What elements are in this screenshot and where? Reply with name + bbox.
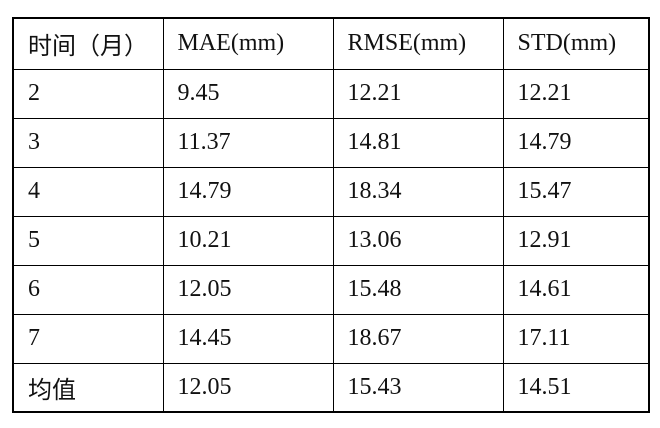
table-cell: 11.37 — [162, 117, 334, 168]
table-cell: 18.67 — [332, 313, 504, 364]
table-cell: 2 — [12, 68, 164, 119]
table-cell: 10.21 — [162, 215, 334, 266]
table-cell: 15.48 — [332, 264, 504, 315]
table-cell: 12.21 — [502, 68, 650, 119]
header-cell: MAE(mm) — [162, 17, 334, 70]
table-cell: 14.51 — [502, 362, 650, 413]
table-cell: 18.34 — [332, 166, 504, 217]
table-container: 时间（月） MAE(mm) RMSE(mm) STD(mm) 2 9.45 12.21 12.… — [12, 17, 650, 413]
table-cell: 3 — [12, 117, 164, 168]
table-row: 7 14.45 18.67 17.11 — [12, 313, 650, 364]
table-cell: 12.05 — [162, 362, 334, 413]
table-cell: 15.47 — [502, 166, 650, 217]
table-cell: 14.79 — [502, 117, 650, 168]
table-cell: 12.91 — [502, 215, 650, 266]
table-cell: 9.45 — [162, 68, 334, 119]
table-row: 2 9.45 12.21 12.21 — [12, 68, 650, 119]
table-cell: 17.11 — [502, 313, 650, 364]
data-table: 时间（月） MAE(mm) RMSE(mm) STD(mm) 2 9.45 12.21 12.… — [12, 17, 650, 413]
header-cell: 时间（月） — [12, 17, 164, 70]
table-cell: 7 — [12, 313, 164, 364]
table-cell: 6 — [12, 264, 164, 315]
table-cell: 15.43 — [332, 362, 504, 413]
header-cell: STD(mm) — [502, 17, 650, 70]
table-row: 均值 12.05 15.43 14.51 — [12, 362, 650, 413]
header-row: 时间（月） MAE(mm) RMSE(mm) STD(mm) — [12, 17, 650, 70]
table-cell: 14.79 — [162, 166, 334, 217]
table-cell: 14.61 — [502, 264, 650, 315]
table-row: 6 12.05 15.48 14.61 — [12, 264, 650, 315]
table-cell: 14.45 — [162, 313, 334, 364]
table-row: 5 10.21 13.06 12.91 — [12, 215, 650, 266]
table-row: 3 11.37 14.81 14.79 — [12, 117, 650, 168]
table-cell: 14.81 — [332, 117, 504, 168]
table-cell: 4 — [12, 166, 164, 217]
table-row: 4 14.79 18.34 15.47 — [12, 166, 650, 217]
header-cell: RMSE(mm) — [332, 17, 504, 70]
table-cell: 12.21 — [332, 68, 504, 119]
table-cell: 13.06 — [332, 215, 504, 266]
table-cell: 12.05 — [162, 264, 334, 315]
table-cell: 均值 — [12, 362, 164, 413]
table-cell: 5 — [12, 215, 164, 266]
